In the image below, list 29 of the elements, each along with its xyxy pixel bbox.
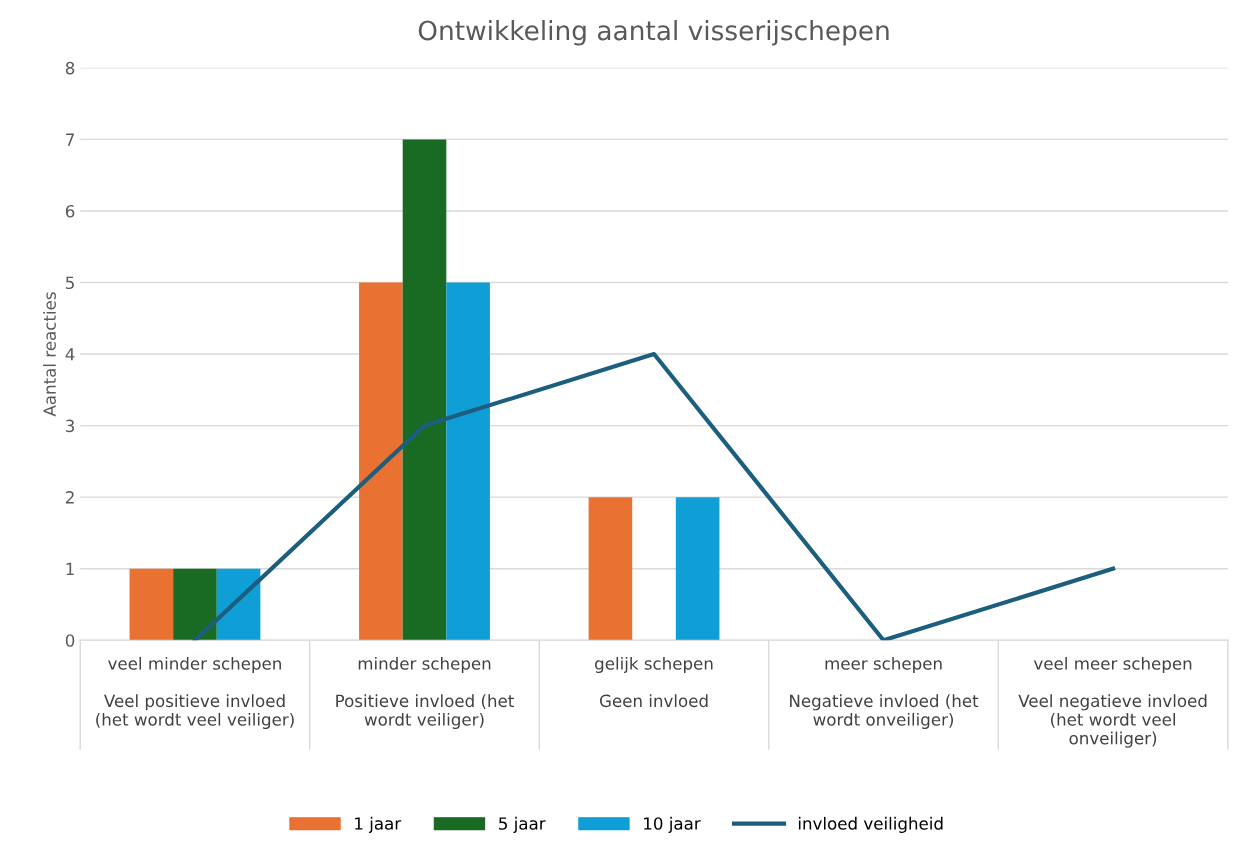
y-tick-label: 7 xyxy=(66,133,74,146)
line-series xyxy=(192,351,1116,641)
legend-label: 1 jaar xyxy=(355,816,402,833)
y-tick-label: 6 xyxy=(65,204,75,218)
y-tick-label: 3 xyxy=(66,419,75,433)
chart-title: Ontwikkeling aantal visserijschepen xyxy=(418,20,889,46)
category-label: minder schepen Positieve invloed (het wordt veiliger) xyxy=(336,656,514,730)
bar xyxy=(173,568,217,641)
y-tick-label: 1 xyxy=(66,562,74,576)
bar xyxy=(588,497,633,641)
bar xyxy=(446,282,490,641)
legend-label: 10 jaar xyxy=(644,816,701,833)
y-tick-label: 2 xyxy=(65,491,74,504)
category-label: veel meer schepen Veel negatieve invloed (het wordt veel onveiliger) xyxy=(1018,656,1207,748)
y-tick-label: 4 xyxy=(65,348,75,361)
y-tick-label: 5 xyxy=(66,276,74,290)
y-tick-label: 0 xyxy=(65,634,75,647)
bar xyxy=(359,282,403,641)
y-axis-title: Aantal reacties xyxy=(43,292,56,417)
bar xyxy=(402,139,447,641)
legend-label: 5 jaar xyxy=(499,816,546,833)
bar xyxy=(675,497,720,641)
y-tick-label: 8 xyxy=(65,61,75,75)
legend-label: invloed veiligheid xyxy=(798,816,943,833)
bar xyxy=(129,568,174,641)
category-label: meer schepen Negatieve invloed (het wordt onveiliger) xyxy=(790,656,979,730)
category-label: veel minder schepen Veel positieve invloed (het wordt veel veiliger) xyxy=(96,656,294,730)
category-label: gelijk schepen Geen invloed xyxy=(595,656,713,708)
bar xyxy=(216,568,261,641)
